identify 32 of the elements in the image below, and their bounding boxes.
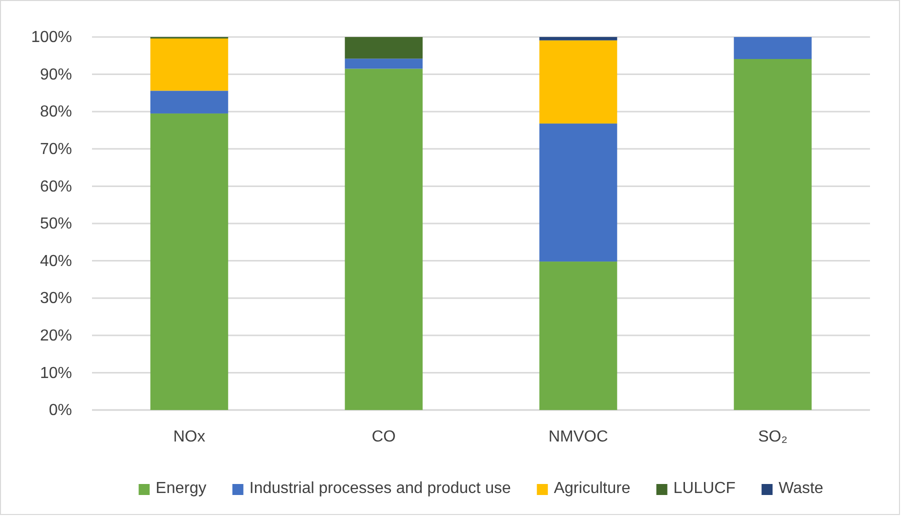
x-tick-label: NOx bbox=[173, 428, 206, 446]
bar bbox=[734, 37, 812, 60]
bar bbox=[344, 58, 423, 69]
y-tick-label: 50% bbox=[40, 216, 72, 233]
bar bbox=[539, 124, 618, 262]
legend-label: Agriculture bbox=[554, 480, 630, 497]
y-tick-label: 100% bbox=[31, 29, 72, 46]
bar bbox=[344, 37, 423, 59]
x-tick-label: SO₂ bbox=[758, 428, 788, 446]
y-tick-label: 30% bbox=[40, 290, 72, 308]
y-tick-label: 10% bbox=[40, 364, 72, 382]
bar bbox=[150, 38, 228, 91]
legend-label: Waste bbox=[778, 480, 824, 497]
y-tick-label: 0% bbox=[48, 402, 72, 420]
x-tick-label: NMVOC bbox=[548, 428, 608, 446]
bar bbox=[344, 68, 423, 410]
y-tick-label: 60% bbox=[40, 178, 72, 196]
legend-label: Industrial processes and product use bbox=[249, 480, 511, 497]
bar bbox=[539, 40, 618, 124]
bar bbox=[150, 90, 228, 114]
y-tick-label: 20% bbox=[40, 328, 72, 345]
y-tick-label: 80% bbox=[40, 104, 72, 121]
y-tick-label: 40% bbox=[40, 252, 72, 270]
bar bbox=[539, 37, 618, 40]
bar bbox=[539, 262, 618, 410]
bar bbox=[734, 59, 812, 410]
bar bbox=[150, 113, 228, 410]
legend-label: LULUCF bbox=[673, 480, 736, 497]
y-tick-label: 90% bbox=[40, 66, 72, 84]
y-tick-label: 70% bbox=[40, 141, 72, 158]
x-tick-label: CO bbox=[372, 428, 396, 446]
legend-label: Energy bbox=[156, 480, 206, 497]
